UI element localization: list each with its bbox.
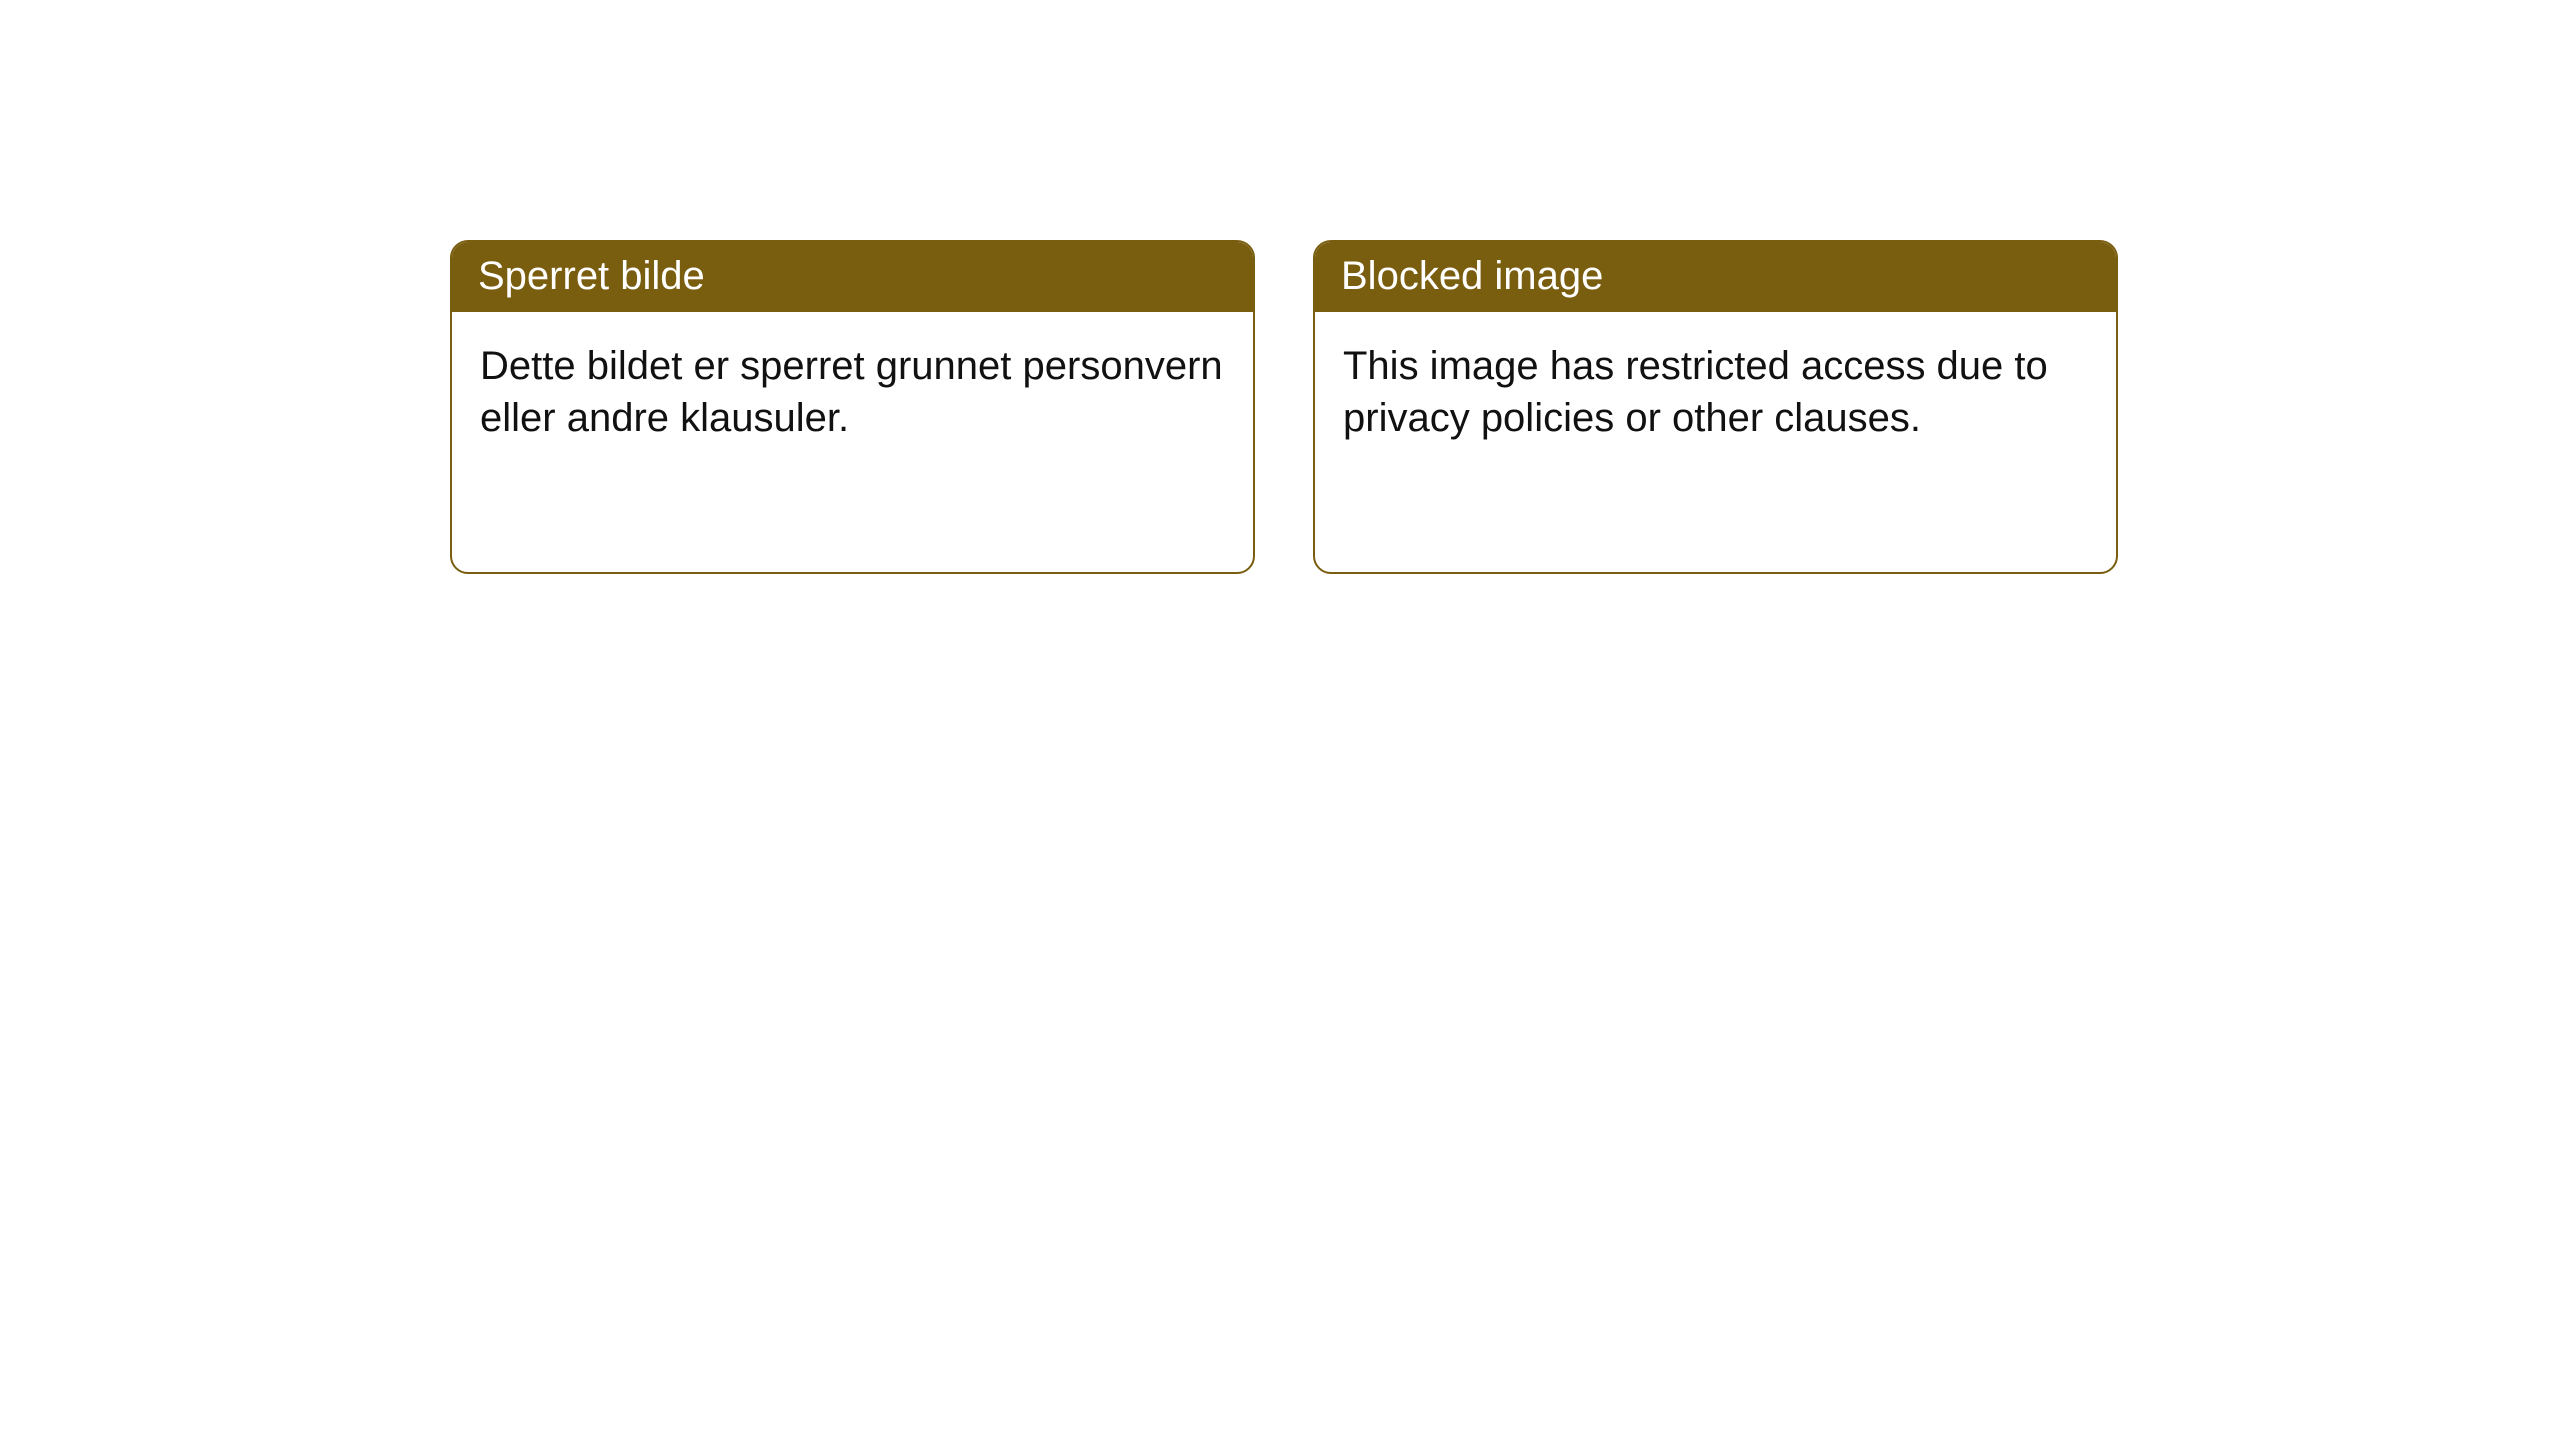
blocked-image-card-english: Blocked image This image has restricted … xyxy=(1313,240,2118,574)
notice-container: Sperret bilde Dette bildet er sperret gr… xyxy=(0,0,2560,574)
card-body-english: This image has restricted access due to … xyxy=(1315,312,2116,444)
card-body-norwegian: Dette bildet er sperret grunnet personve… xyxy=(452,312,1253,444)
card-header-norwegian: Sperret bilde xyxy=(452,242,1253,312)
blocked-image-card-norwegian: Sperret bilde Dette bildet er sperret gr… xyxy=(450,240,1255,574)
card-header-english: Blocked image xyxy=(1315,242,2116,312)
